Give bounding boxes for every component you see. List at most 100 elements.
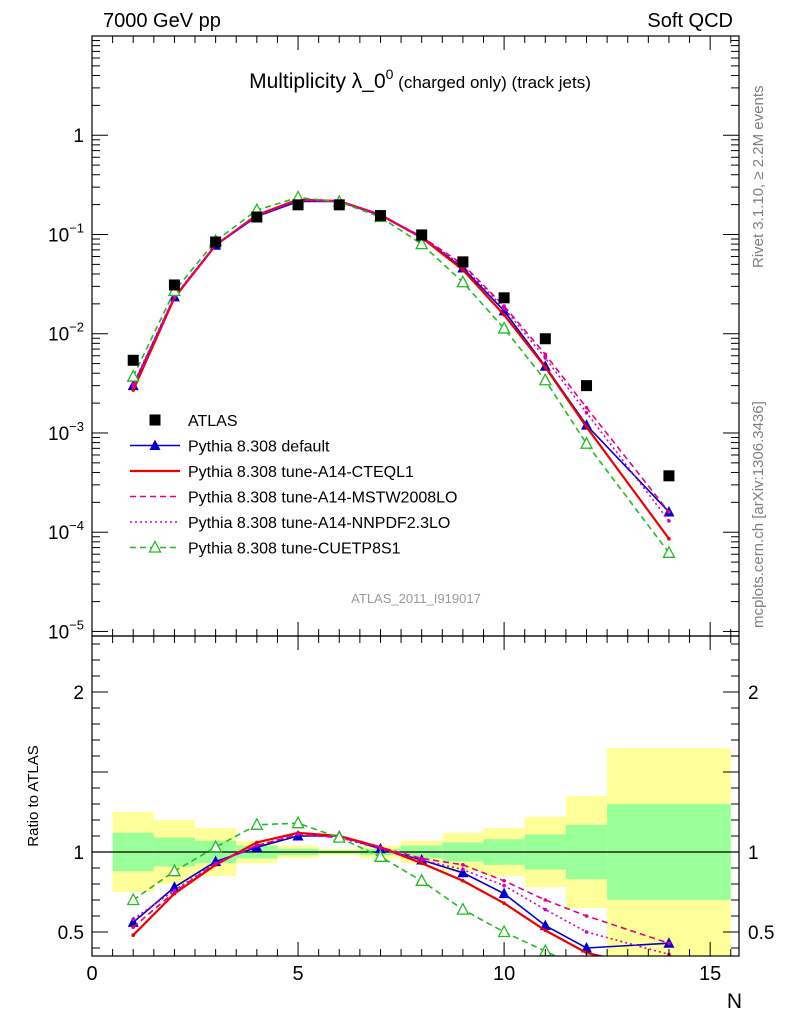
data-point [502, 313, 506, 317]
side-mcplots-label: mcplots.cern.ch [arXiv:1306.3436] [750, 401, 767, 628]
legend: ATLAS Pythia 8.308 default Pythia 8.308 tu… [130, 413, 457, 558]
y-tick-label: 10−2 [48, 320, 84, 346]
top-axis-ticks: 10−510−410−310−210−11 [48, 36, 739, 643]
y-tick-exp: −2 [69, 320, 84, 335]
x-axis-label: N [727, 990, 742, 1013]
data-point [373, 849, 388, 862]
data-point [131, 385, 136, 389]
data-point [148, 540, 162, 553]
ratio-y-tick-label-right: 2 [748, 683, 759, 704]
data-point [168, 279, 180, 291]
y-tick-base: 10 [48, 424, 69, 445]
data-point [579, 436, 594, 449]
data-point [131, 925, 136, 929]
data-point [167, 863, 181, 877]
data-point [210, 236, 222, 248]
y-tick-label: 10−4 [48, 518, 84, 544]
ratio-panel: 0 5 10 15 0.5 0.5 1 1 2 2 Ratio to ATLAS N [25, 635, 774, 1013]
series-line [132, 198, 670, 540]
y-tick-exp: −1 [69, 220, 84, 235]
data-point [457, 256, 469, 268]
data-point [415, 236, 429, 250]
data-point [292, 199, 304, 211]
data-point [149, 414, 161, 426]
y-tick-label: 1 [73, 126, 84, 147]
analysis-watermark: ATLAS_2011_I919017 [351, 591, 481, 606]
ratio-ylabel: Ratio to ATLAS [25, 745, 42, 846]
data-point [127, 354, 139, 366]
data-point [457, 866, 469, 878]
data-point [461, 863, 465, 867]
x-tick-label: 15 [699, 963, 721, 985]
data-point [374, 210, 386, 222]
y-tick-base: 10 [48, 225, 69, 246]
legend-entry-label: Pythia 8.308 tune-A14-MSTW2008LO [188, 490, 457, 507]
legend-entry-label: Pythia 8.308 tune-A14-NNPDF2.3LO [188, 515, 450, 532]
ratio-frame [91, 635, 740, 957]
data-point [543, 907, 548, 912]
ratio-y-tick-label-right: 0.5 [748, 923, 774, 944]
ratio-y-tick-label-left: 1 [73, 843, 84, 864]
y-tick-base: 1 [73, 126, 84, 147]
data-point [662, 545, 676, 558]
ratio-y-tick-label-right: 1 [748, 843, 759, 864]
data-point [497, 924, 511, 938]
data-point [502, 901, 506, 905]
side-rivet-label: Rivet 3.1.10, ≥ 2.2M events [750, 86, 767, 269]
data-point [168, 881, 180, 892]
data-point [131, 388, 136, 392]
data-point [456, 902, 470, 915]
ratio-y-tick-label-left: 2 [73, 683, 84, 704]
data-point [461, 879, 465, 883]
data-point [543, 898, 548, 902]
data-point [131, 917, 136, 921]
y-tick-base: 10 [48, 523, 69, 544]
legend-entry-label: ATLAS [188, 413, 238, 430]
data-point [667, 536, 671, 541]
data-point [581, 380, 593, 392]
data-point [333, 199, 345, 211]
data-point [584, 425, 589, 429]
data-point [581, 942, 593, 953]
data-point [667, 941, 671, 945]
data-point [543, 928, 548, 933]
top-plot-content [126, 190, 676, 558]
top-panel: 10−510−410−310−210−11 Multiplicity λ_00 … [48, 35, 740, 643]
y-tick-base: 10 [48, 622, 69, 643]
data-point [667, 519, 671, 523]
data-point [667, 510, 671, 514]
data-point [415, 873, 429, 886]
data-point [502, 883, 506, 888]
y-tick-exp: −5 [69, 617, 84, 632]
data-point [209, 839, 223, 853]
plot-title-rest: (charged only) (track jets) [393, 73, 590, 92]
data-point [581, 964, 592, 975]
data-point [131, 933, 136, 937]
y-tick-label: 10−5 [48, 617, 84, 643]
data-point [584, 930, 589, 934]
header-energy: 7000 GeV pp [103, 10, 221, 32]
legend-entry-label: Pythia 8.308 tune-CUETP8S1 [188, 541, 401, 558]
data-point [419, 858, 424, 862]
x-tick-label: 0 [86, 963, 97, 985]
data-point [416, 229, 428, 241]
data-point [255, 840, 259, 845]
legend-entry-label: Pythia 8.308 default [188, 439, 330, 456]
data-point [502, 879, 506, 883]
data-point [131, 382, 136, 387]
x-tick-label: 5 [292, 963, 303, 985]
data-point [584, 914, 589, 918]
data-point [461, 867, 465, 872]
data-point [538, 372, 552, 386]
data-point [502, 306, 506, 311]
ratio-axis-ticks: 0 5 10 15 0.5 0.5 1 1 2 2 [58, 636, 774, 985]
data-point [543, 352, 548, 357]
data-point [543, 356, 548, 360]
data-point [456, 274, 470, 288]
data-point [126, 892, 140, 906]
data-point [498, 292, 510, 304]
data-point [291, 815, 305, 829]
ratio-y-tick-label-left: 0.5 [58, 923, 84, 944]
data-point [378, 847, 383, 851]
